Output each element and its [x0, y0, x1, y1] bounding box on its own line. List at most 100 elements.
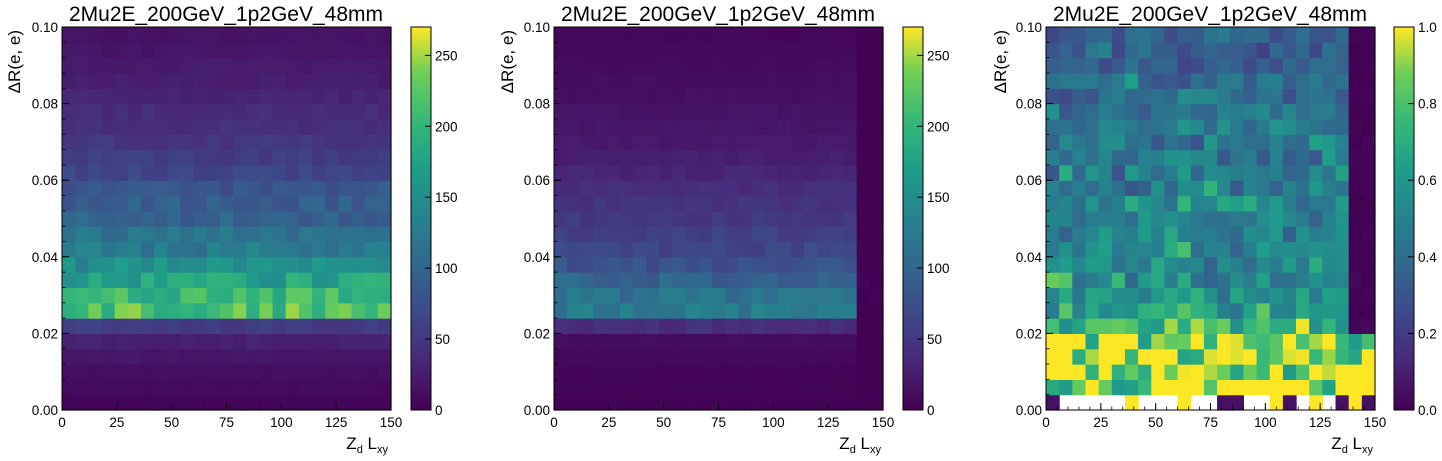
heatmap-cell	[364, 118, 379, 135]
heatmap-cell	[593, 318, 608, 334]
heatmap-cell	[127, 149, 142, 166]
heatmap-cell	[312, 42, 326, 59]
heatmap-cell	[856, 57, 871, 74]
heatmap-cell	[1335, 27, 1350, 43]
heatmap-cell	[246, 57, 260, 74]
heatmap-cell	[285, 180, 300, 197]
heatmap-cell	[646, 287, 660, 304]
heatmap-cell	[1072, 195, 1087, 212]
heatmap-cell	[1072, 318, 1087, 334]
heatmap-cell	[1124, 364, 1139, 380]
heatmap-cell	[180, 210, 195, 227]
y-tick-label: 0.02	[524, 326, 550, 341]
heatmap-cell	[1177, 318, 1192, 334]
heatmap-cell	[1111, 318, 1126, 334]
heatmap-cell	[843, 27, 858, 43]
heatmap-cell	[869, 195, 884, 212]
heatmap-cell	[1296, 348, 1310, 365]
heatmap-cell	[351, 88, 366, 105]
heatmap-cell	[1124, 394, 1139, 411]
heatmap-cell	[1190, 180, 1205, 197]
heatmap-cell	[88, 348, 103, 365]
heatmap-cell	[619, 256, 634, 273]
heatmap-cell	[1111, 210, 1126, 227]
heatmap-cell	[259, 241, 274, 258]
heatmap-cell	[554, 72, 568, 89]
heatmap-cell	[364, 72, 379, 89]
heatmap-cell	[206, 394, 221, 411]
heatmap-cell	[1256, 210, 1271, 227]
heatmap-cell	[140, 134, 155, 151]
heatmap-cell	[154, 88, 168, 105]
heatmap-cell	[193, 57, 208, 74]
heatmap-cell	[856, 134, 871, 151]
heatmap-cell	[554, 164, 568, 181]
heatmap-cell	[154, 149, 168, 166]
heatmap-cell	[646, 88, 660, 105]
heatmap-cell	[88, 302, 103, 319]
heatmap-cell	[1111, 180, 1126, 197]
heatmap-cell	[1046, 88, 1060, 105]
heatmap-cell	[114, 302, 129, 319]
heatmap-cell	[711, 118, 726, 135]
heatmap-cell	[101, 42, 116, 59]
heatmap-cell	[1111, 333, 1126, 350]
heatmap-cell	[325, 88, 339, 105]
heatmap-cell	[1111, 88, 1126, 105]
heatmap-cell	[259, 379, 274, 396]
heatmap-cell	[1217, 256, 1231, 273]
heatmap-cell	[632, 272, 647, 289]
heatmap-cell	[685, 210, 700, 227]
heatmap-cell	[246, 164, 260, 181]
heatmap-cell	[272, 118, 287, 135]
heatmap-cell	[272, 57, 287, 74]
heatmap-cell	[233, 164, 247, 181]
heatmap-cell	[1072, 134, 1087, 151]
heatmap-cell	[1151, 302, 1166, 319]
heatmap-cell	[843, 103, 858, 120]
heatmap-cell	[88, 272, 103, 289]
heatmap-cell	[1177, 348, 1192, 365]
heatmap-cell	[1190, 302, 1205, 319]
heatmap-cell	[698, 27, 713, 43]
heatmap-cell	[698, 348, 713, 365]
heatmap-cell	[659, 379, 674, 396]
heatmap-cell	[140, 210, 155, 227]
heatmap-cell	[312, 88, 326, 105]
heatmap-cell	[711, 27, 726, 43]
heatmap-cell	[1072, 287, 1087, 304]
heatmap-cell	[830, 241, 845, 258]
heatmap-cell	[325, 394, 339, 411]
heatmap-cell	[180, 27, 195, 43]
heatmap-cell	[1177, 180, 1192, 197]
heatmap-cell	[1361, 256, 1376, 273]
heatmap-cell	[193, 241, 208, 258]
heatmap-cell	[1256, 149, 1271, 166]
heatmap-cell	[830, 379, 845, 396]
heatmap-cell	[1217, 364, 1231, 380]
heatmap-cell	[1282, 134, 1297, 151]
panel-3-title: 2Mu2E_200GeV_1p2GeV_48mm	[1053, 3, 1367, 26]
heatmap-cell	[830, 302, 845, 319]
heatmap-cell	[1269, 180, 1284, 197]
heatmap-cell	[606, 42, 621, 59]
heatmap-cell	[1309, 57, 1323, 74]
heatmap-cell	[1059, 210, 1073, 227]
heatmap-cell	[1098, 302, 1113, 319]
heatmap-cell	[1335, 226, 1350, 243]
heatmap-cell	[843, 364, 858, 380]
heatmap-cell	[1243, 379, 1258, 396]
heatmap-cell	[869, 348, 884, 365]
heatmap-cell	[364, 88, 379, 105]
heatmap-cell	[193, 348, 208, 365]
heatmap-cell	[1322, 88, 1337, 105]
heatmap-cell	[1151, 226, 1166, 243]
heatmap-cell	[75, 27, 89, 43]
heatmap-cell	[751, 72, 766, 89]
heatmap-cell	[659, 118, 674, 135]
heatmap-cell	[1361, 103, 1376, 120]
heatmap-cell	[75, 134, 89, 151]
heatmap-cell	[1309, 272, 1323, 289]
heatmap-cell	[672, 42, 687, 59]
heatmap-cell	[312, 348, 326, 365]
